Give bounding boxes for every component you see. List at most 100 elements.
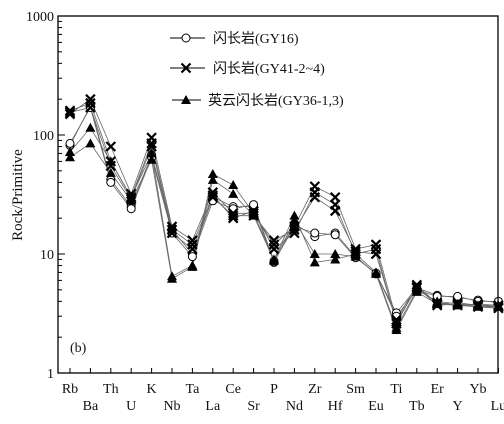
data-point-triangle <box>473 301 483 311</box>
x-tick-label: Hf <box>328 399 343 414</box>
x-tick-label: P <box>270 382 278 397</box>
x-tick-label: Tb <box>409 399 425 414</box>
data-point-triangle <box>105 156 116 166</box>
x-tick-label: Zr <box>308 382 322 397</box>
data-point-circle <box>187 252 197 262</box>
data-point-cross <box>105 141 117 152</box>
data-point-triangle <box>309 257 320 267</box>
data-point-triangle <box>309 249 320 258</box>
data-point-cross <box>64 105 76 116</box>
data-point-cross <box>85 93 96 105</box>
data-point-triangle <box>248 210 259 220</box>
x-tick-label: Lu <box>491 399 504 414</box>
series-lines <box>69 98 499 331</box>
data-point-triangle <box>126 195 137 205</box>
data-point-cross <box>227 210 239 221</box>
data-point-cross <box>370 248 382 260</box>
x-tick-label: Y <box>453 399 463 414</box>
data-point-cross <box>227 212 239 224</box>
data-point-cross <box>166 224 178 235</box>
data-point-triangle <box>411 286 422 296</box>
data-point-triangle <box>350 251 361 261</box>
data-point-triangle <box>65 146 75 156</box>
data-point-triangle <box>105 167 116 177</box>
data-point-cross <box>85 102 96 113</box>
data-point-cross <box>329 205 341 217</box>
y-tick-labels: 1 10 100 1000 <box>26 10 54 382</box>
data-point-cross <box>268 235 280 246</box>
data-point-triangle <box>452 300 463 310</box>
data-point-triangle <box>167 273 177 283</box>
legend: 闪长岩(GY16) 闪长岩(GY41-2~4) 英云闪长岩(GY36-1,3) <box>170 31 344 109</box>
legend-label: 闪长岩(GY41-2~4) <box>213 61 325 77</box>
x-tick-label: Rb <box>62 382 78 397</box>
data-point-circle <box>106 177 116 187</box>
data-point-triangle <box>65 152 75 162</box>
data-point-triangle <box>85 122 96 132</box>
data-point-cross <box>146 141 157 152</box>
plot-frame <box>57 15 499 374</box>
x-tick-label: Yb <box>469 382 486 397</box>
x-tick-label: Ta <box>186 382 201 397</box>
data-point-cross <box>187 235 198 246</box>
series-markers <box>64 93 504 334</box>
data-point-cross <box>207 190 219 201</box>
y-tick-label: 100 <box>33 129 54 144</box>
data-point-cross <box>391 314 402 326</box>
data-point-circle <box>330 230 340 240</box>
data-point-cross <box>85 97 96 109</box>
data-point-triangle <box>432 299 443 309</box>
data-point-circle <box>65 138 75 148</box>
data-point-cross <box>180 62 192 74</box>
data-point-cross <box>64 108 76 120</box>
data-point-triangle <box>85 138 96 148</box>
data-point-triangle <box>269 255 279 265</box>
x-tick-label: K <box>147 382 157 397</box>
data-point-cross <box>289 224 300 235</box>
y-tick-label: 1000 <box>26 10 54 25</box>
series-line <box>69 102 499 325</box>
data-point-cross <box>207 191 219 203</box>
legend-label: 闪长岩(GY16) <box>213 31 299 47</box>
data-point-circle <box>310 228 320 238</box>
data-point-triangle <box>207 169 218 179</box>
series-line <box>69 142 499 331</box>
series-line <box>69 127 499 329</box>
x-tick-label: Er <box>431 382 445 397</box>
data-point-cross <box>309 191 321 203</box>
data-point-triangle <box>228 188 239 198</box>
data-point-cross <box>166 227 178 239</box>
data-point-cross <box>391 316 402 327</box>
x-tick-label: Th <box>103 382 119 397</box>
data-point-triangle <box>181 95 191 104</box>
x-tick-label: Nb <box>163 399 180 414</box>
y-tick-label: 10 <box>40 248 54 263</box>
y-tick-label: 1 <box>47 367 54 382</box>
data-point-triangle <box>330 249 341 258</box>
data-point-circle <box>126 204 136 214</box>
data-point-cross <box>64 107 76 118</box>
series-line <box>69 107 499 323</box>
y-axis-label: Rock/Primitive <box>10 149 26 241</box>
x-tick-label: Nd <box>286 399 303 414</box>
data-point-triangle <box>371 268 381 278</box>
panel-label: (b) <box>70 341 87 356</box>
x-tick-label: Eu <box>368 399 384 414</box>
data-point-circle <box>181 33 191 43</box>
x-tick-label: Sr <box>247 399 260 414</box>
data-point-triangle <box>391 324 402 334</box>
data-point-triangle <box>289 215 300 225</box>
data-point-cross <box>289 227 300 239</box>
series-line <box>69 106 499 317</box>
data-point-triangle <box>228 180 239 190</box>
data-point-triangle <box>187 261 198 271</box>
data-point-cross <box>268 243 280 255</box>
data-point-triangle <box>146 148 157 158</box>
x-tick-label: Ce <box>225 382 241 397</box>
x-tick-label: La <box>205 399 221 414</box>
axis-ticks <box>58 20 499 374</box>
data-point-triangle <box>207 174 218 184</box>
x-tick-label: U <box>126 399 136 414</box>
